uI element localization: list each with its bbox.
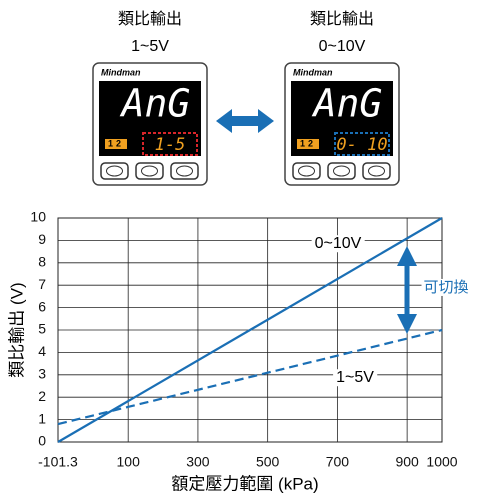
x-tick-label: 300 bbox=[186, 454, 210, 470]
x-tick-label: 1000 bbox=[426, 454, 457, 470]
annotation: 可切換 bbox=[423, 279, 468, 296]
switch-arrow bbox=[216, 109, 274, 133]
device-button bbox=[170, 162, 199, 180]
button-icon bbox=[368, 165, 385, 177]
y-tick-label: 1 bbox=[38, 410, 46, 426]
channel-bg bbox=[105, 139, 127, 149]
device-button bbox=[135, 162, 164, 180]
label-bg bbox=[311, 235, 365, 253]
x-tick-label: 100 bbox=[117, 454, 141, 470]
device-range: 1~5V bbox=[131, 38, 169, 55]
label-bg bbox=[421, 278, 471, 296]
y-tick-label: 3 bbox=[38, 366, 46, 382]
device-button bbox=[100, 162, 129, 180]
device-channel: 12 bbox=[300, 138, 316, 148]
device-button bbox=[362, 162, 391, 180]
device-brand: Mindman bbox=[101, 67, 141, 77]
x-axis-label: 額定壓力範圍 (kPa) bbox=[171, 474, 318, 493]
y-tick-label: 10 bbox=[30, 209, 46, 225]
button-icon bbox=[298, 165, 315, 177]
device-caption: 類比輸出 bbox=[118, 10, 182, 28]
channel-bg bbox=[297, 139, 319, 149]
output-box bbox=[142, 132, 198, 156]
y-tick-label: 7 bbox=[38, 276, 46, 292]
data-line bbox=[57, 328, 443, 426]
x-tick-label: 900 bbox=[395, 454, 419, 470]
y-tick-label: 2 bbox=[38, 388, 46, 404]
device-output: 1-5 bbox=[155, 135, 186, 155]
device-channel: 12 bbox=[108, 138, 124, 148]
button-icon bbox=[333, 165, 350, 177]
y-axis-label: 類比輸出 (V) bbox=[7, 282, 26, 377]
y-tick-label: 4 bbox=[38, 343, 46, 359]
device-range: 0~10V bbox=[319, 38, 366, 55]
x-tick-label: -101.3 bbox=[38, 454, 78, 470]
label-bg bbox=[333, 369, 378, 387]
device-display: AnG bbox=[312, 82, 383, 126]
device-button bbox=[327, 162, 356, 180]
device-brand: Mindman bbox=[293, 67, 333, 77]
data-line bbox=[57, 217, 443, 443]
device-caption: 類比輸出 bbox=[310, 10, 374, 28]
x-tick-label: 700 bbox=[326, 454, 350, 470]
output-box bbox=[334, 132, 390, 156]
series-label: 0~10V bbox=[315, 235, 362, 252]
button-icon bbox=[176, 165, 193, 177]
x-tick-label: 500 bbox=[256, 454, 280, 470]
series-label: 1~5V bbox=[336, 369, 374, 386]
y-tick-label: 5 bbox=[38, 321, 46, 337]
button-icon bbox=[106, 165, 123, 177]
y-tick-label: 8 bbox=[38, 254, 46, 270]
y-tick-label: 9 bbox=[38, 231, 46, 247]
device-button bbox=[292, 162, 321, 180]
device-output: 0- 10 bbox=[336, 135, 387, 155]
button-icon bbox=[141, 165, 158, 177]
y-tick-label: 6 bbox=[38, 298, 46, 314]
y-tick-label: 0 bbox=[38, 433, 46, 449]
device-display: AnG bbox=[120, 82, 191, 126]
